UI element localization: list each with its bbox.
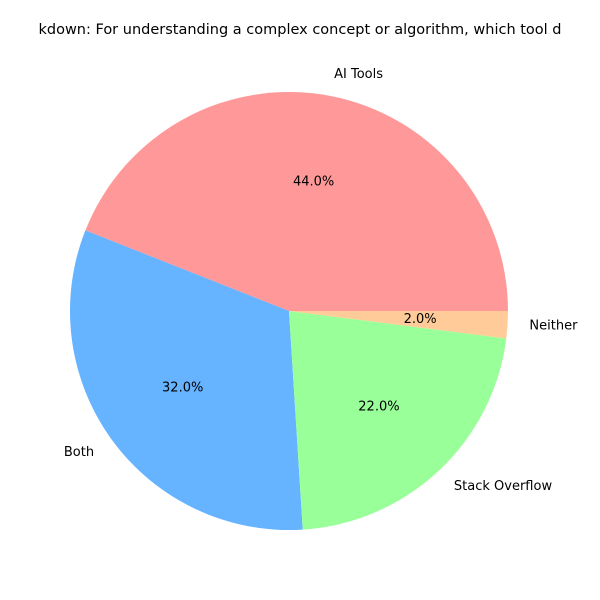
pie-slice-ai-tools <box>85 91 508 311</box>
pie-category-label-neither: Neither <box>529 319 578 334</box>
pie-slice-both <box>69 230 303 530</box>
pie-percent-label-both: 32.0% <box>162 381 203 396</box>
pie-percent-label-ai-tools: 44.0% <box>293 174 334 189</box>
chart-title: kdown: For understanding a complex conce… <box>38 22 562 38</box>
pie-category-label-ai-tools: AI Tools <box>334 67 383 82</box>
pie-category-label-both: Both <box>64 445 94 460</box>
pie-slice-stack-overflow <box>289 311 507 530</box>
pie-slice-neither <box>289 311 508 339</box>
pie-category-label-stack-overflow: Stack Overflow <box>454 479 553 494</box>
pie-percent-label-stack-overflow: 22.0% <box>358 399 399 414</box>
pie-percent-label-neither: 2.0% <box>404 312 437 327</box>
